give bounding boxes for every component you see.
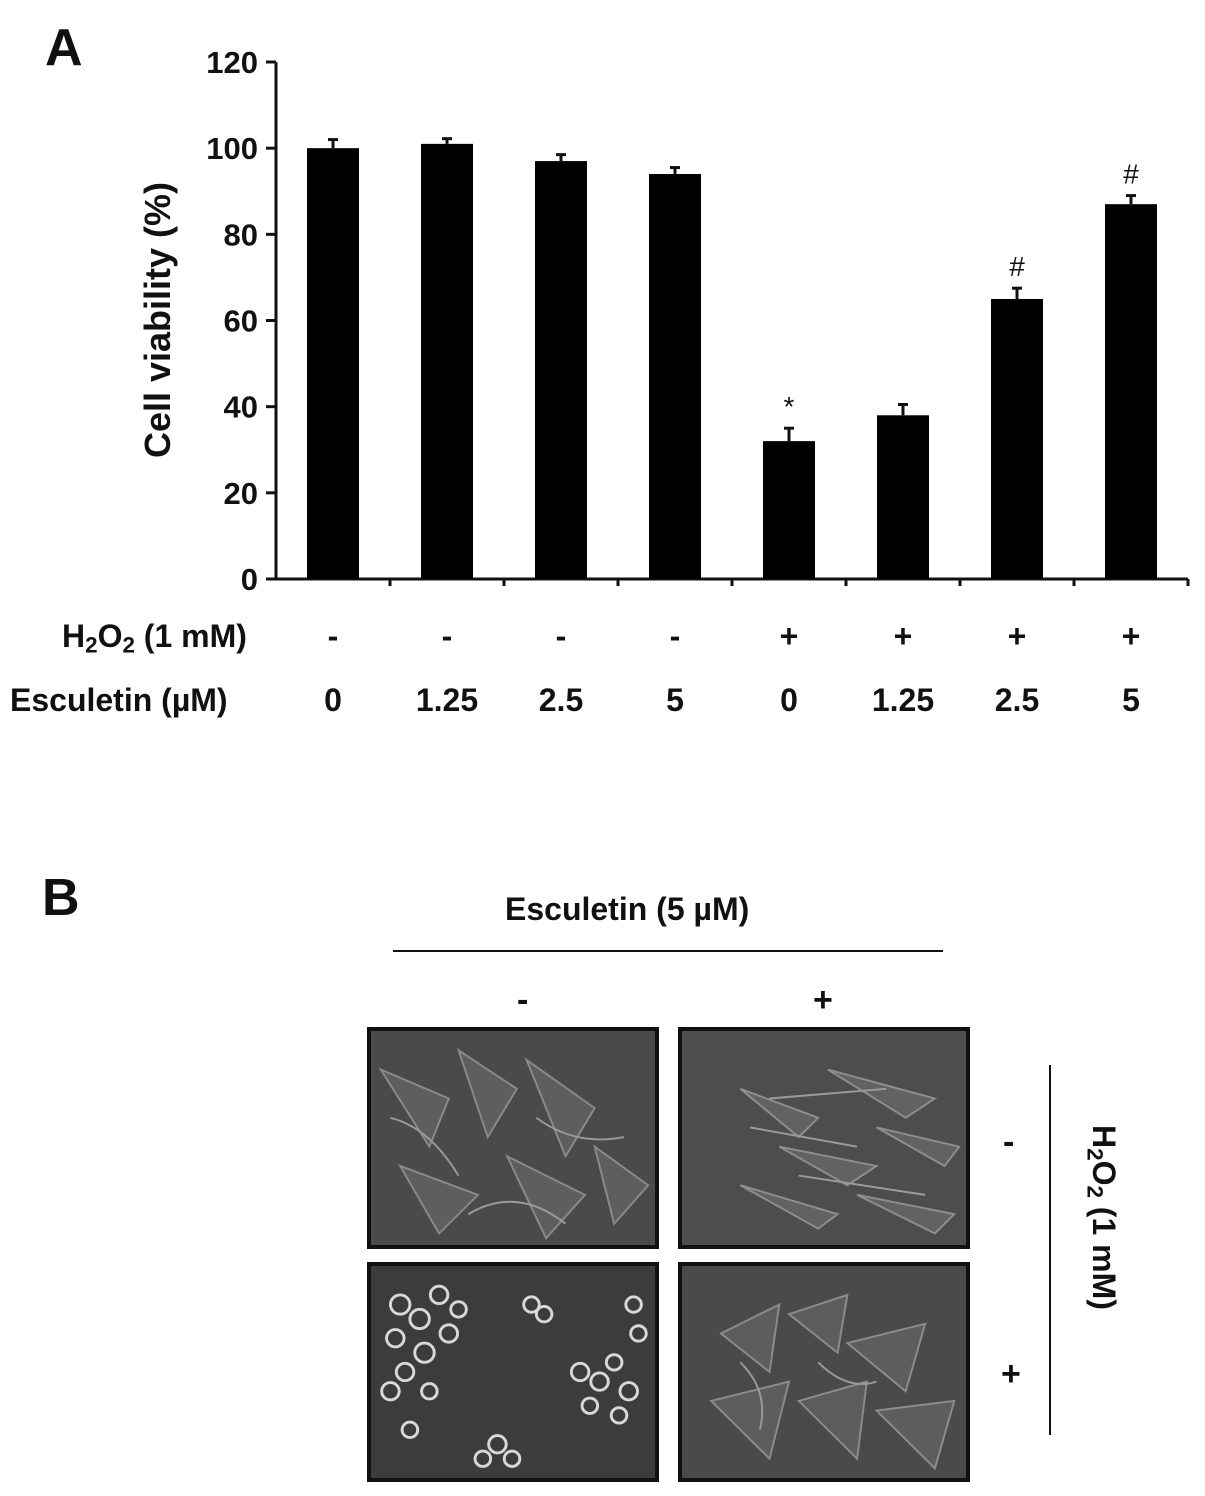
micrograph-control: [367, 1027, 659, 1249]
esculetin-value-4: 5: [666, 682, 684, 718]
y-tick-label: 60: [224, 304, 258, 339]
significance-marker-5: *: [784, 391, 795, 422]
header-rule: [393, 950, 943, 952]
h2o2-row-label: H2O2 (1 mM): [62, 618, 247, 658]
bar-6: [877, 415, 929, 579]
bar-1: [307, 148, 359, 579]
esculetin-value-5: 0: [780, 682, 798, 718]
h2o2-side-label: H2O2 (1 mM): [1082, 1125, 1122, 1310]
bar-chart: 0 20 40 60 80 100 120 Cell viability (%) * # #: [137, 45, 1190, 597]
significance-marker-7: #: [1009, 251, 1025, 282]
y-tick-label: 40: [224, 390, 258, 425]
esculetin-row-label: Esculetin (µM): [10, 682, 228, 718]
row-sign-minus: -: [1003, 1123, 1015, 1161]
y-tick-label: 80: [224, 217, 258, 252]
h2o2-value-7: +: [1007, 618, 1027, 654]
micrograph-esculetin: [678, 1027, 970, 1249]
col-sign-minus: -: [517, 981, 529, 1019]
h2o2-value-4: -: [669, 618, 681, 654]
esculetin-value-7: 2.5: [994, 682, 1040, 718]
h2o2-value-5: +: [779, 618, 799, 654]
y-axis-label: Cell viability (%): [137, 182, 178, 458]
significance-marker-8: #: [1123, 159, 1139, 190]
bar-4: [649, 174, 701, 579]
y-tick-label: 120: [206, 45, 258, 80]
h2o2-value-2: -: [441, 618, 453, 654]
bar-2: [421, 143, 473, 579]
esculetin-value-2: 1.25: [415, 682, 479, 718]
esculetin-value-1: 0: [324, 682, 342, 718]
panel-a-letter: A: [45, 19, 83, 77]
h2o2-value-8: +: [1121, 618, 1141, 654]
h2o2-value-1: -: [327, 618, 339, 654]
panel-b-letter: B: [42, 869, 80, 927]
bar-8: [1105, 204, 1157, 580]
esculetin-value-6: 1.25: [871, 682, 935, 718]
h2o2-value-6: +: [893, 618, 913, 654]
side-rule: [1049, 1065, 1051, 1435]
row-sign-plus: +: [1001, 1355, 1021, 1393]
bar-5: [763, 441, 815, 579]
micrograph-h2o2: [367, 1262, 659, 1482]
esculetin-header: Esculetin (5 µM): [505, 891, 750, 927]
esculetin-value-3: 2.5: [538, 682, 584, 718]
esculetin-value-8: 5: [1122, 682, 1140, 718]
bar-7: [991, 298, 1043, 579]
y-tick-label: 0: [241, 562, 258, 597]
y-tick-label: 100: [206, 131, 258, 166]
col-sign-plus: +: [813, 981, 833, 1019]
bar-3: [535, 161, 587, 579]
h2o2-value-3: -: [555, 618, 567, 654]
micrograph-esculetin-h2o2: [678, 1262, 970, 1482]
y-tick-label: 20: [224, 476, 258, 511]
